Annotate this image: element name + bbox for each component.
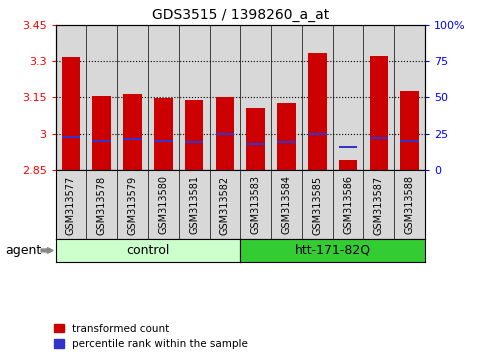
Bar — [62, 57, 80, 170]
Text: agent: agent — [5, 244, 41, 257]
Bar — [123, 138, 142, 141]
Text: control: control — [126, 244, 170, 257]
Title: GDS3515 / 1398260_a_at: GDS3515 / 1398260_a_at — [152, 8, 329, 22]
Text: GSM313587: GSM313587 — [374, 176, 384, 235]
Bar — [215, 97, 234, 170]
Bar — [277, 141, 296, 143]
Bar — [400, 140, 419, 142]
Bar — [277, 103, 296, 170]
Bar — [308, 53, 327, 170]
Bar — [339, 160, 357, 170]
Text: GSM313582: GSM313582 — [220, 176, 230, 235]
Text: GSM313585: GSM313585 — [313, 176, 322, 235]
Bar — [92, 140, 111, 142]
Text: GSM313577: GSM313577 — [66, 176, 76, 235]
Text: htt-171-82Q: htt-171-82Q — [295, 244, 371, 257]
Text: GSM313583: GSM313583 — [251, 176, 261, 234]
Text: GSM313586: GSM313586 — [343, 176, 353, 234]
Bar — [400, 91, 419, 170]
Bar — [154, 98, 172, 170]
Bar — [92, 96, 111, 170]
Bar — [246, 108, 265, 170]
Text: GSM313584: GSM313584 — [282, 176, 291, 234]
Text: GSM313581: GSM313581 — [189, 176, 199, 234]
Legend: transformed count, percentile rank within the sample: transformed count, percentile rank withi… — [54, 324, 248, 349]
Bar — [369, 137, 388, 139]
Text: GSM313578: GSM313578 — [97, 176, 107, 235]
Bar — [339, 146, 357, 148]
Text: GSM313588: GSM313588 — [405, 176, 414, 234]
Bar — [123, 94, 142, 170]
Bar — [62, 136, 80, 137]
Bar — [185, 100, 203, 170]
Bar — [369, 56, 388, 170]
Bar — [154, 140, 172, 142]
Bar — [308, 133, 327, 135]
Text: GSM313580: GSM313580 — [158, 176, 168, 234]
Bar — [185, 141, 203, 143]
Bar — [246, 143, 265, 145]
Bar — [215, 133, 234, 135]
Text: GSM313579: GSM313579 — [128, 176, 138, 235]
